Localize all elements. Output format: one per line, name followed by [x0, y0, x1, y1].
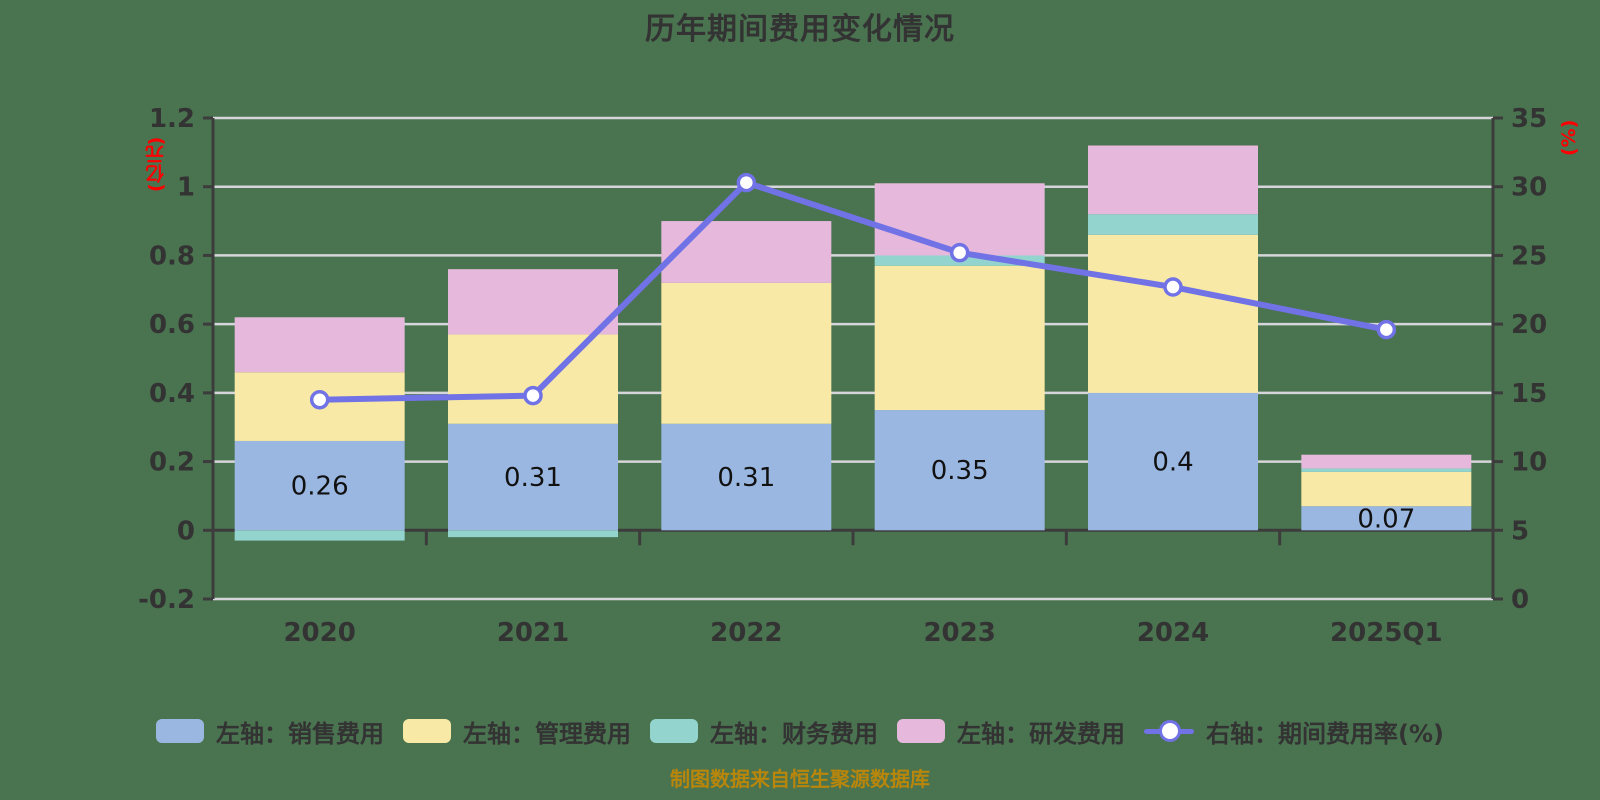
right-axis-label-25: 25 [1511, 241, 1547, 271]
right-axis-label-0: 0 [1511, 585, 1529, 615]
bar-value-label-2020: 0.26 [291, 472, 349, 502]
bar-segment-2025Q1-销售费用 [1301, 506, 1472, 531]
bar-segment-2022-管理费用 [661, 282, 832, 424]
bar-segment-2024-财务费用 [1088, 214, 1258, 235]
bar-segment-2024-研发费用 [1088, 145, 1258, 215]
left-axis-label-0: 0 [177, 516, 195, 546]
x-axis-label-2022: 2022 [710, 618, 782, 648]
bar-segment-2025Q1-研发费用 [1301, 454, 1472, 469]
bar-segment-2025Q1-管理费用 [1301, 471, 1472, 507]
legend-swatch-icon [897, 719, 945, 743]
rate-line-point-2022 [736, 172, 757, 193]
bar-segment-2025Q1-财务费用 [1301, 468, 1472, 472]
rate-line [316, 179, 1390, 403]
x-axis-label-2020: 2020 [283, 618, 355, 648]
legend-label: 左轴：销售费用 [216, 719, 384, 748]
bar-segment-2020-研发费用 [234, 317, 405, 373]
bar-segment-2020-财务费用 [234, 530, 405, 541]
right-axis-label-15: 15 [1511, 379, 1547, 409]
right-axis-label-30: 30 [1511, 173, 1547, 203]
rate-line-point-2025Q1 [1376, 319, 1397, 340]
data-source-note: 制图数据来自恒生聚源数据库 [670, 767, 930, 791]
right-axis-label-35: 35 [1511, 104, 1547, 134]
bar-value-label-2022: 0.31 [717, 463, 775, 493]
legend-label: 右轴：期间费用率(%) [1206, 719, 1444, 748]
legend-label: 左轴：管理费用 [463, 719, 631, 748]
legend-item-5[interactable]: 右轴：期间费用率(%) [1144, 714, 1444, 749]
right-axis-label-5: 5 [1511, 516, 1529, 546]
bar-segment-2023-管理费用 [874, 265, 1045, 411]
legend-label: 左轴：研发费用 [957, 719, 1125, 748]
legend-label: 左轴：财务费用 [710, 719, 878, 748]
legend-swatch-icon [156, 719, 204, 743]
bar-segment-2021-销售费用 [448, 423, 618, 531]
left-axis-label-0.8: 0.8 [149, 241, 195, 271]
legend-item-2[interactable]: 左轴：管理费用 [403, 714, 631, 749]
chart-title: 历年期间费用变化情况 [645, 12, 955, 47]
bar-segment-2022-研发费用 [661, 221, 832, 283]
bar-value-label-2023: 0.35 [931, 456, 989, 486]
bar-value-label-2024: 0.4 [1152, 448, 1193, 478]
left-axis-label-1: 1 [177, 173, 195, 203]
bar-segment-2021-管理费用 [448, 334, 618, 424]
bar-segment-2024-销售费用 [1088, 392, 1258, 531]
right-axis-label-10: 10 [1511, 448, 1547, 478]
legend-item-3[interactable]: 左轴：财务费用 [650, 714, 878, 749]
x-axis-label-2025Q1: 2025Q1 [1330, 618, 1443, 648]
legend: 左轴：销售费用 左轴：管理费用 左轴：财务费用 左轴：研发费用 右轴：期间费用率(%) [0, 706, 1600, 756]
x-axis-label-2023: 2023 [923, 618, 995, 648]
legend-item-1[interactable]: 左轴：销售费用 [156, 714, 384, 749]
right-axis-label-20: 20 [1511, 310, 1547, 340]
rate-line-point-2023 [949, 242, 970, 263]
x-axis-label-2024: 2024 [1137, 618, 1209, 648]
rate-line-point-2020 [309, 389, 330, 410]
bar-segment-2021-研发费用 [448, 269, 618, 335]
left-axis-label--0.2: -0.2 [138, 585, 195, 615]
bar-segment-2022-销售费用 [661, 423, 832, 531]
bar-segment-2024-管理费用 [1088, 234, 1258, 393]
bar-segment-2021-财务费用 [448, 530, 618, 538]
legend-item-4[interactable]: 左轴：研发费用 [897, 714, 1125, 749]
left-axis-label-1.2: 1.2 [149, 104, 195, 134]
rate-line-point-2021 [523, 385, 543, 406]
plot-area: 0.26 0.31 0.31 0.35 0.4 0.07 1.2 1 0.8 0.6 0.4 0.2 0… [138, 104, 1547, 648]
left-axis-label-0.6: 0.6 [149, 310, 195, 340]
legend-swatch-icon [403, 719, 451, 743]
bar-value-label-2021: 0.31 [504, 463, 562, 493]
left-axis-label-0.4: 0.4 [149, 379, 195, 409]
bar-segment-2023-销售费用 [874, 410, 1045, 531]
legend-ring-icon [1159, 720, 1181, 742]
bar-segment-2020-销售费用 [234, 440, 405, 531]
bar-value-label-2025Q1: 0.07 [1357, 504, 1415, 534]
rate-line-point-2024 [1163, 277, 1183, 297]
left-axis-label-0.2: 0.2 [149, 448, 195, 478]
x-axis-label-2021: 2021 [497, 618, 569, 648]
legend-line-marker-icon [1144, 719, 1194, 743]
legend-swatch-icon [650, 719, 698, 743]
